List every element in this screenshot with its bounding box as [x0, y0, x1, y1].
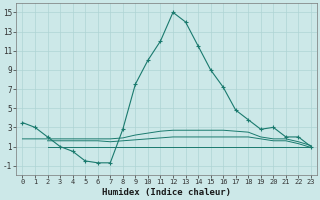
X-axis label: Humidex (Indice chaleur): Humidex (Indice chaleur) [102, 188, 231, 197]
